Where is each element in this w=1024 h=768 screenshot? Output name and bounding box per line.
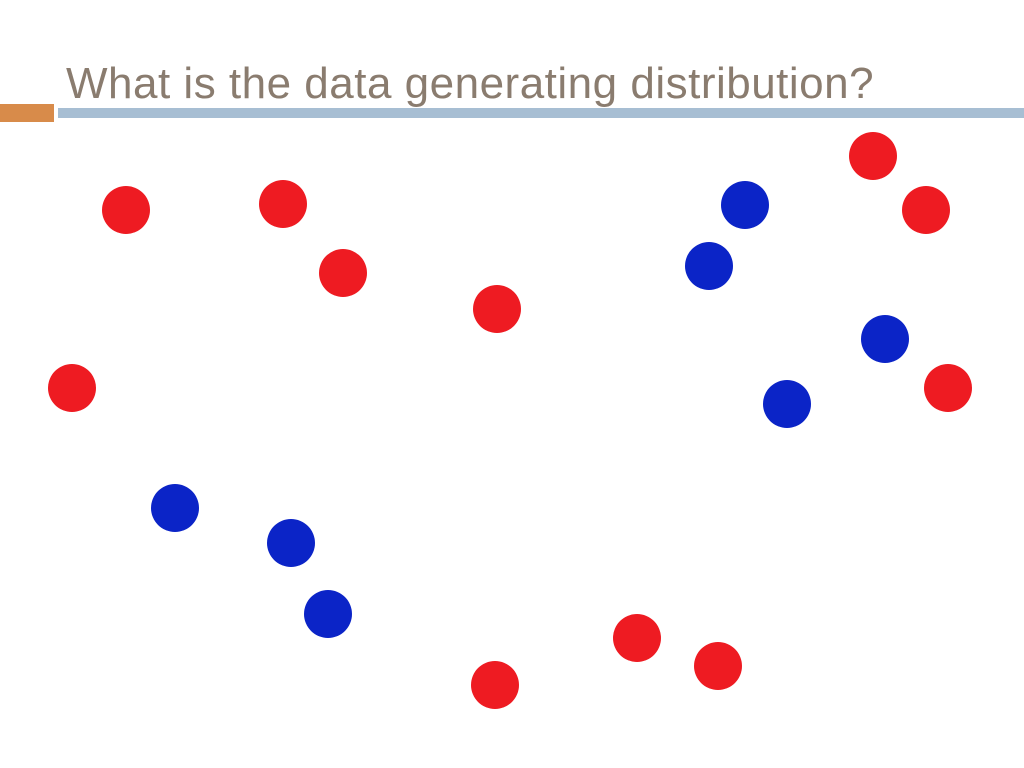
data-point bbox=[102, 186, 150, 234]
data-point bbox=[48, 364, 96, 412]
divider-bar bbox=[58, 108, 1024, 118]
data-point bbox=[861, 315, 909, 363]
data-point bbox=[319, 249, 367, 297]
data-point bbox=[471, 661, 519, 709]
data-point bbox=[473, 285, 521, 333]
data-point bbox=[685, 242, 733, 290]
data-point bbox=[902, 186, 950, 234]
accent-bar bbox=[0, 104, 54, 122]
data-point bbox=[694, 642, 742, 690]
data-point bbox=[259, 180, 307, 228]
data-point bbox=[613, 614, 661, 662]
data-point bbox=[267, 519, 315, 567]
data-point bbox=[304, 590, 352, 638]
data-point bbox=[763, 380, 811, 428]
data-point bbox=[849, 132, 897, 180]
data-point bbox=[721, 181, 769, 229]
data-point bbox=[151, 484, 199, 532]
slide-title: What is the data generating distribution… bbox=[66, 59, 874, 109]
data-point bbox=[924, 364, 972, 412]
